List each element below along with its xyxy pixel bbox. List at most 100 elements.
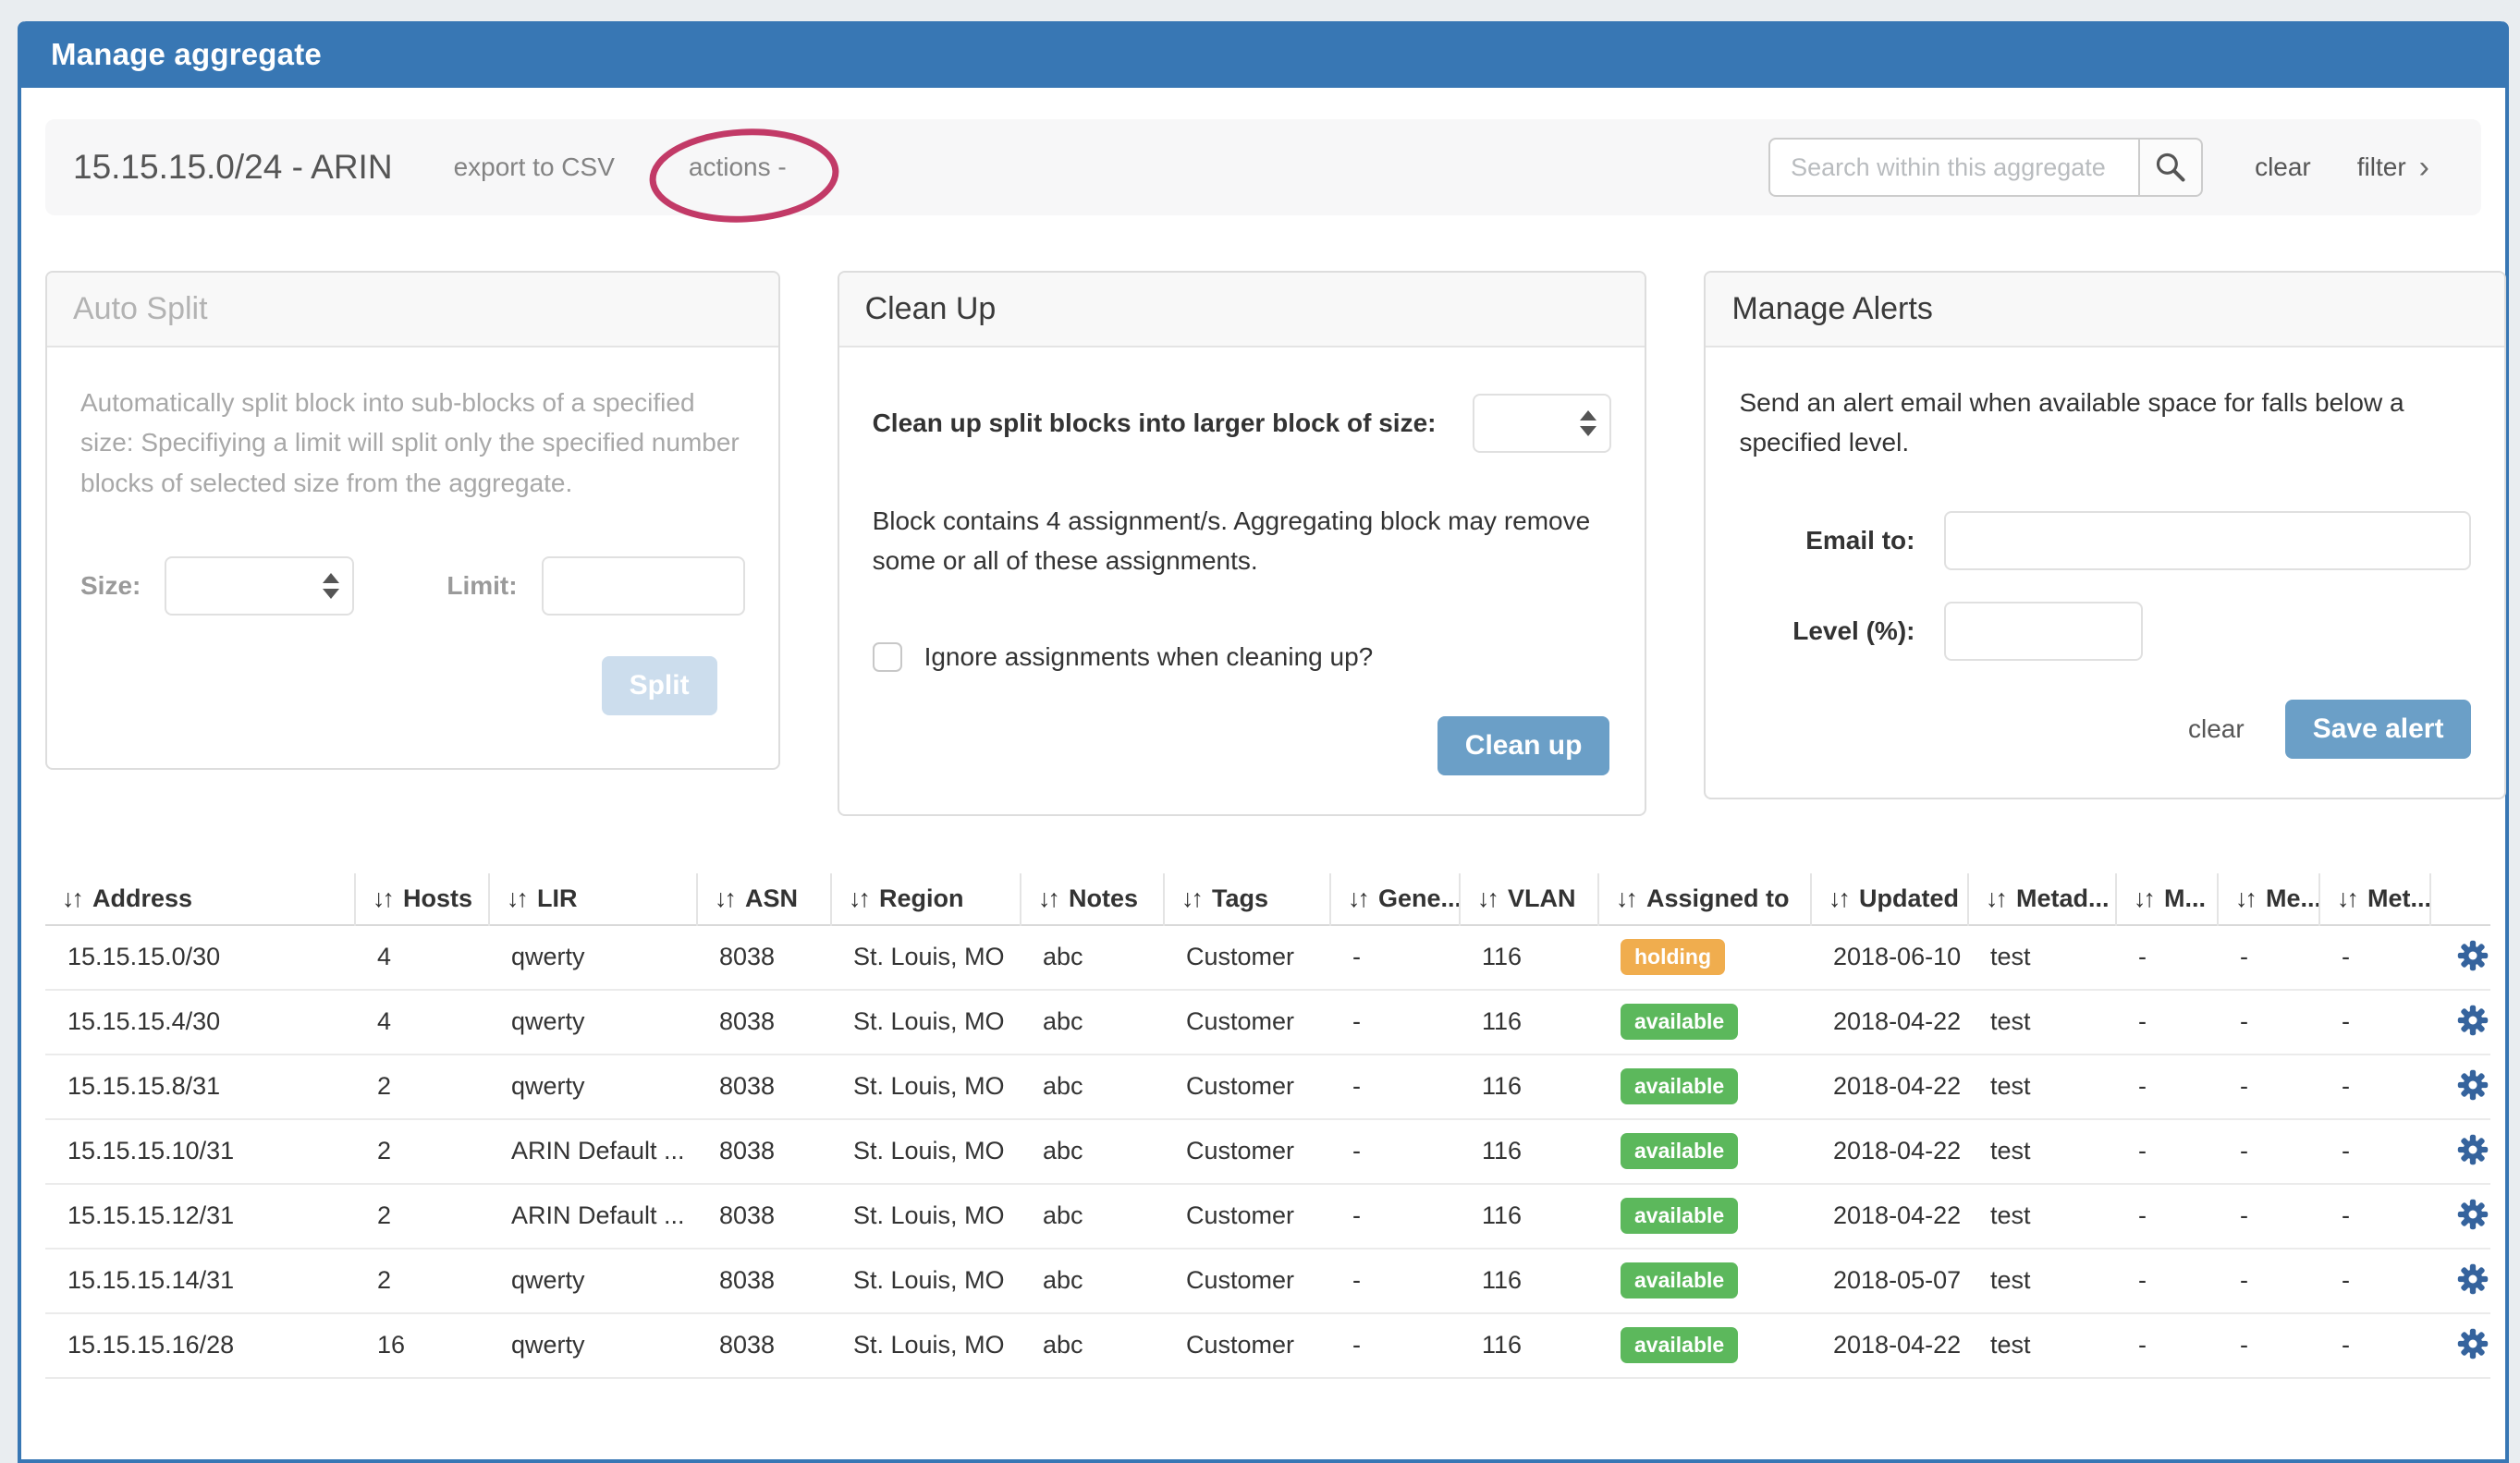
panel-body: 15.15.15.0/24 - ARIN export to CSV actio…	[21, 88, 2507, 1410]
filter-link[interactable]: filter ›	[2357, 152, 2429, 183]
save-alert-button[interactable]: Save alert	[2284, 699, 2472, 759]
column-header-lir[interactable]: ↓↑ LIR	[489, 872, 698, 925]
manage-alerts-card: Manage Alerts Send an alert email when a…	[1704, 271, 2507, 799]
cell-tags: Customer	[1186, 1007, 1295, 1036]
level-input[interactable]	[1944, 601, 2144, 661]
cell-status: available	[1598, 1184, 1811, 1249]
cell-vlan: 116	[1482, 1007, 1523, 1036]
column-header-m[interactable]: ↓↑ M...	[2116, 872, 2219, 925]
ignore-assignments-label: Ignore assignments when cleaning up?	[924, 641, 1374, 671]
actions-dropdown[interactable]: actions -	[649, 128, 839, 223]
row-settings-button[interactable]	[2453, 1065, 2490, 1108]
cell-notes: abc	[1043, 1266, 1083, 1295]
sort-icon: ↓↑	[373, 884, 395, 912]
cell-hosts: 2	[377, 1137, 392, 1165]
cell-m2: -	[2240, 943, 2248, 971]
cleanup-size-select[interactable]	[1473, 394, 1612, 453]
sort-icon: ↓↑	[1348, 884, 1370, 912]
cell-updated: 2018-06-10	[1833, 943, 1962, 971]
cell-m3: -	[2342, 1201, 2350, 1230]
column-header-me[interactable]: ↓↑ Me...	[2218, 872, 2320, 925]
cell-asn: 8038	[719, 1201, 776, 1230]
email-to-input[interactable]	[1944, 510, 2472, 570]
cell-address: 15.15.15.10/31	[67, 1137, 235, 1165]
export-csv-link[interactable]: export to CSV	[453, 152, 615, 181]
cell-lir: qwerty	[511, 1072, 585, 1101]
table-row: 15.15.15.10/31 2 ARIN Default ... 8038 St. L…	[45, 1119, 2490, 1184]
column-header-vlan[interactable]: ↓↑ VLAN	[1460, 872, 1599, 925]
cell-m2: -	[2240, 1331, 2248, 1359]
row-settings-button[interactable]	[2453, 1000, 2490, 1043]
row-settings-button[interactable]	[2453, 1194, 2490, 1237]
status-badge: available	[1621, 1327, 1739, 1364]
ignore-assignments-checkbox[interactable]	[872, 641, 902, 672]
cell-notes: abc	[1043, 1331, 1083, 1359]
sort-icon: ↓↑	[2235, 884, 2257, 912]
cell-address: 15.15.15.16/28	[67, 1331, 235, 1359]
cell-address: 15.15.15.12/31	[67, 1201, 235, 1230]
cell-updated: 2018-04-22	[1833, 1007, 1962, 1036]
column-header-metad[interactable]: ↓↑ Metad...	[1968, 872, 2117, 925]
clear-search-link[interactable]: clear	[2255, 152, 2311, 181]
cell-region: St. Louis, MO	[853, 1266, 1005, 1295]
cell-gene: -	[1352, 1331, 1361, 1359]
cell-gene: -	[1352, 1007, 1361, 1036]
actions-label[interactable]: actions -	[688, 152, 787, 181]
clean-up-button[interactable]: Clean up	[1437, 715, 1610, 775]
cell-region: St. Louis, MO	[853, 1201, 1005, 1230]
cell-m2: -	[2240, 1007, 2248, 1036]
cell-address: 15.15.15.8/31	[67, 1072, 221, 1101]
row-settings-button[interactable]	[2453, 1259, 2490, 1302]
column-header-region[interactable]: ↓↑ Region	[831, 872, 1021, 925]
search-button[interactable]	[2138, 138, 2204, 197]
cell-updated: 2018-04-22	[1833, 1201, 1962, 1230]
column-header-asn[interactable]: ↓↑ ASN	[697, 872, 832, 925]
split-button[interactable]: Split	[601, 656, 717, 716]
size-select[interactable]	[165, 556, 355, 616]
cell-notes: abc	[1043, 1007, 1083, 1036]
column-header-updated[interactable]: ↓↑ Updated	[1811, 872, 1969, 925]
search-input[interactable]	[1768, 138, 2139, 197]
sort-icon: ↓↑	[715, 884, 737, 912]
column-header-gene[interactable]: ↓↑ Gene...	[1330, 872, 1461, 925]
cell-actions	[2430, 1119, 2490, 1184]
row-settings-button[interactable]	[2453, 1129, 2490, 1173]
manage-alerts-description: Send an alert email when available space…	[1739, 388, 2404, 457]
panel-header: Manage aggregate	[21, 21, 2505, 88]
column-header-hosts[interactable]: ↓↑ Hosts	[355, 872, 490, 925]
cell-vlan: 116	[1482, 1137, 1523, 1165]
cell-lir: qwerty	[511, 1007, 585, 1036]
sort-icon: ↓↑	[2134, 884, 2156, 912]
column-header-met[interactable]: ↓↑ Met...	[2319, 872, 2431, 925]
size-label: Size:	[80, 571, 141, 601]
column-header-tags[interactable]: ↓↑ Tags	[1164, 872, 1331, 925]
row-settings-button[interactable]	[2453, 1323, 2490, 1367]
cell-notes: abc	[1043, 1201, 1083, 1230]
cell-gene: -	[1352, 1072, 1361, 1101]
cell-asn: 8038	[719, 1137, 776, 1165]
select-arrows-icon	[1580, 410, 1597, 436]
table-row: 15.15.15.16/28 16 qwerty 8038 St. Louis, MO a…	[45, 1313, 2490, 1378]
cell-region: St. Louis, MO	[853, 1007, 1005, 1036]
manage-aggregate-panel: Manage aggregate 15.15.15.0/24 - ARIN ex…	[18, 21, 2509, 1463]
cell-metad: test	[1990, 1201, 2031, 1230]
column-header-notes[interactable]: ↓↑ Notes	[1021, 872, 1165, 925]
manage-alerts-title: Manage Alerts	[1706, 273, 2505, 347]
cell-notes: abc	[1043, 1137, 1083, 1165]
blocks-table: ↓↑ Address ↓↑ Hosts ↓↑ LIR ↓↑ ASN ↓↑ Region ↓↑ Note…	[45, 872, 2490, 1379]
gear-icon	[2457, 1264, 2489, 1295]
cell-m2: -	[2240, 1266, 2248, 1295]
cell-region: St. Louis, MO	[853, 1137, 1005, 1165]
limit-label: Limit:	[447, 571, 518, 601]
cell-asn: 8038	[719, 1331, 776, 1359]
sort-icon: ↓↑	[1986, 884, 2008, 912]
column-header-address[interactable]: ↓↑ Address	[45, 872, 356, 925]
sort-icon: ↓↑	[1616, 884, 1638, 912]
alert-clear-link[interactable]: clear	[2187, 713, 2245, 743]
cell-gene: -	[1352, 1137, 1361, 1165]
cell-lir: qwerty	[511, 1266, 585, 1295]
column-header-assigned-to[interactable]: ↓↑ Assigned to	[1598, 872, 1812, 925]
limit-input[interactable]	[541, 556, 745, 616]
row-settings-button[interactable]	[2453, 935, 2490, 979]
cell-asn: 8038	[719, 1266, 776, 1295]
